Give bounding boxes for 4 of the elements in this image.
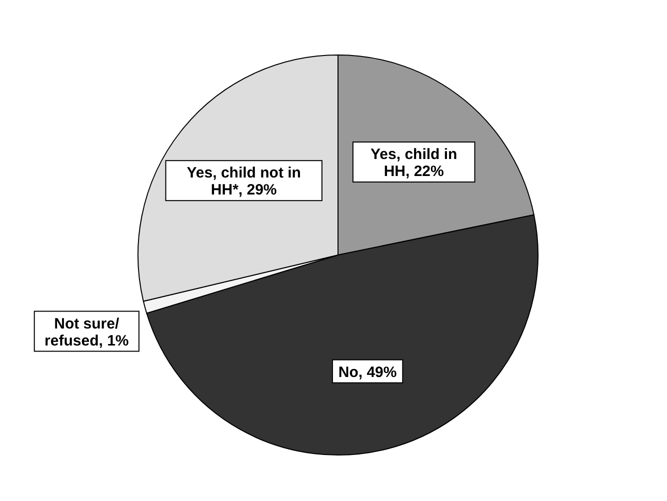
slice-label: Yes, child not in HH*, 29% <box>186 164 301 199</box>
slice-label: Not sure/ refused, 1% <box>44 315 129 350</box>
slice-label: No, 49% <box>338 364 397 381</box>
slice-label: Yes, child in HH, 22% <box>370 146 458 180</box>
